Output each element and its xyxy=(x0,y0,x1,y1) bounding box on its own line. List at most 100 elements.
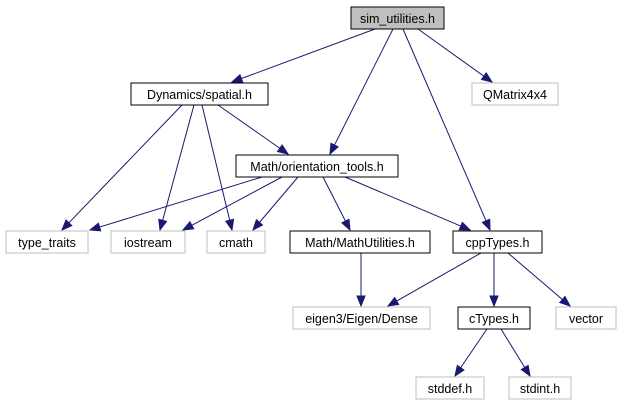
edge-line xyxy=(241,28,376,79)
edge-orientation-to-cpptypes xyxy=(344,176,472,231)
edge-line xyxy=(191,176,283,226)
node-label: cppTypes.h xyxy=(466,236,530,250)
node-qmatrix: QMatrix4x4 xyxy=(471,82,559,106)
node-type_traits: type_traits xyxy=(5,230,89,254)
edge-line xyxy=(201,104,231,221)
edge-sim_utilities-to-qmatrix xyxy=(417,28,494,83)
arrowhead-icon xyxy=(230,73,244,83)
node-label: cTypes.h xyxy=(469,312,519,326)
edge-ctypes-to-stdint xyxy=(500,328,531,378)
nodes-layer: sim_utilities.h Dynamics/spatial.h QMatrix… xyxy=(5,6,617,400)
node-box xyxy=(289,230,431,254)
node-orientation[interactable]: Math/orientation_tools.h xyxy=(235,154,399,178)
arrowhead-icon xyxy=(386,296,400,307)
arrowhead-icon xyxy=(489,295,499,308)
arrowhead-icon xyxy=(480,72,494,83)
node-box xyxy=(5,230,89,254)
node-mathutils[interactable]: Math/MathUtilities.h xyxy=(289,230,431,254)
node-label: eigen3/Eigen/Dense xyxy=(305,312,418,326)
arrowhead-icon xyxy=(458,221,472,231)
edge-line xyxy=(344,176,461,227)
edge-cpptypes-to-vector xyxy=(507,252,572,307)
node-box xyxy=(235,154,399,178)
node-box xyxy=(457,306,531,330)
arrowhead-icon xyxy=(252,218,264,232)
edge-line xyxy=(322,176,346,222)
node-spatial[interactable]: Dynamics/spatial.h xyxy=(130,82,269,106)
edge-orientation-to-cmath xyxy=(252,176,299,232)
arrowhead-icon xyxy=(61,219,73,231)
edge-sim_utilities-to-cpptypes xyxy=(402,28,491,232)
edge-spatial-to-orientation xyxy=(217,104,290,155)
node-label: Math/orientation_tools.h xyxy=(250,160,383,174)
node-box xyxy=(130,82,269,106)
node-box xyxy=(415,376,485,400)
node-box xyxy=(350,6,445,30)
edge-spatial-to-iostream xyxy=(158,104,195,232)
edge-line xyxy=(334,28,394,146)
edge-line xyxy=(217,104,281,149)
edge-line xyxy=(99,176,263,228)
edge-spatial-to-type_traits xyxy=(61,104,183,231)
edge-line xyxy=(460,328,488,369)
edge-ctypes-to-stddef xyxy=(454,328,488,378)
node-label: QMatrix4x4 xyxy=(483,88,547,102)
node-label: type_traits xyxy=(18,236,76,250)
node-label: Dynamics/spatial.h xyxy=(147,88,252,102)
edge-line xyxy=(402,28,487,222)
node-label: stddef.h xyxy=(428,382,473,396)
arrowhead-icon xyxy=(329,142,339,156)
arrowhead-icon xyxy=(181,220,195,231)
edge-sim_utilities-to-spatial xyxy=(230,28,376,83)
node-stddef: stddef.h xyxy=(415,376,485,400)
edge-line xyxy=(259,176,299,223)
edge-sim_utilities-to-orientation xyxy=(329,28,394,156)
edge-line xyxy=(68,104,183,224)
edge-orientation-to-iostream xyxy=(181,176,283,231)
node-iostream: iostream xyxy=(110,230,186,254)
edge-cpptypes-to-ctypes xyxy=(489,253,499,308)
node-cmath: cmath xyxy=(206,230,266,254)
node-label: iostream xyxy=(124,236,172,250)
edge-line xyxy=(507,252,563,300)
edge-line xyxy=(396,252,482,302)
node-box xyxy=(452,230,543,254)
node-cpptypes[interactable]: cppTypes.h xyxy=(452,230,543,254)
node-box xyxy=(555,306,617,330)
node-label: sim_utilities.h xyxy=(360,12,435,26)
node-box xyxy=(292,306,431,330)
arrowhead-icon xyxy=(454,364,465,378)
arrowhead-icon xyxy=(356,295,366,308)
node-eigen: eigen3/Eigen/Dense xyxy=(292,306,431,330)
arrowhead-icon xyxy=(558,295,572,307)
edges-layer xyxy=(61,28,572,378)
edge-line xyxy=(417,28,485,77)
arrowhead-icon xyxy=(158,218,168,232)
node-box xyxy=(471,82,559,106)
node-label: cmath xyxy=(219,236,253,250)
edge-orientation-to-type_traits xyxy=(88,176,263,232)
node-vector: vector xyxy=(555,306,617,330)
arrowhead-icon xyxy=(481,218,491,232)
edge-line xyxy=(500,328,526,368)
node-sim_utilities[interactable]: sim_utilities.h xyxy=(350,6,445,30)
node-box xyxy=(508,376,572,400)
arrowhead-icon xyxy=(520,364,531,378)
node-box xyxy=(110,230,186,254)
node-box xyxy=(206,230,266,254)
node-label: Math/MathUtilities.h xyxy=(305,236,415,250)
edge-orientation-to-mathutils xyxy=(322,176,351,232)
edge-cpptypes-to-eigen xyxy=(386,252,482,307)
node-ctypes[interactable]: cTypes.h xyxy=(457,306,531,330)
arrowhead-icon xyxy=(88,222,102,232)
arrowhead-icon xyxy=(341,218,351,232)
arrowhead-icon xyxy=(276,144,290,155)
node-stdint: stdint.h xyxy=(508,376,572,400)
edge-line xyxy=(162,104,195,221)
edge-spatial-to-cmath xyxy=(201,104,235,232)
node-label: stdint.h xyxy=(520,382,560,396)
arrowhead-icon xyxy=(224,218,235,232)
node-label: vector xyxy=(569,312,603,326)
edge-mathutils-to-eigen xyxy=(356,253,366,308)
